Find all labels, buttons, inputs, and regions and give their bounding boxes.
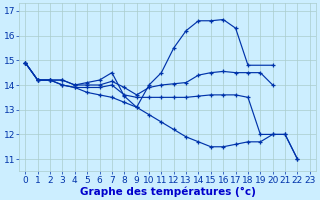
X-axis label: Graphe des températures (°c): Graphe des températures (°c) — [80, 186, 255, 197]
